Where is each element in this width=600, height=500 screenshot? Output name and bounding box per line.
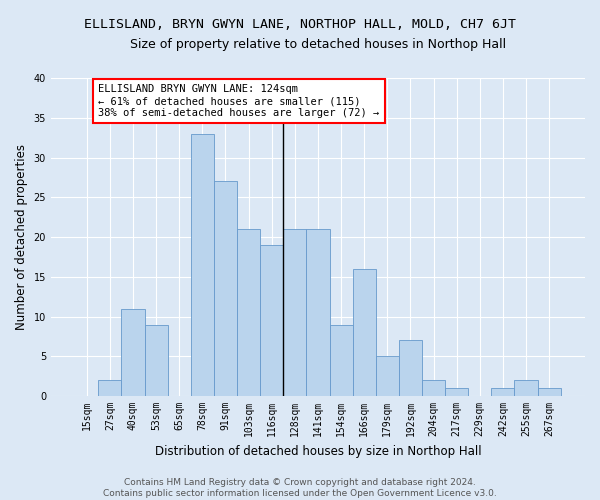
Bar	[98, 380, 121, 396]
Bar	[422, 380, 445, 396]
Bar	[445, 388, 468, 396]
Text: ELLISLAND BRYN GWYN LANE: 124sqm
← 61% of detached houses are smaller (115)
38% : ELLISLAND BRYN GWYN LANE: 124sqm ← 61% o…	[98, 84, 380, 117]
Bar	[538, 388, 561, 396]
Bar	[307, 229, 329, 396]
Bar	[399, 340, 422, 396]
Bar	[237, 229, 260, 396]
Bar	[145, 324, 167, 396]
Y-axis label: Number of detached properties: Number of detached properties	[15, 144, 28, 330]
Bar	[121, 308, 145, 396]
X-axis label: Distribution of detached houses by size in Northop Hall: Distribution of detached houses by size …	[155, 444, 481, 458]
Bar	[353, 269, 376, 396]
Bar	[376, 356, 399, 396]
Bar	[491, 388, 514, 396]
Bar	[283, 229, 307, 396]
Bar	[514, 380, 538, 396]
Bar	[260, 245, 283, 396]
Title: Size of property relative to detached houses in Northop Hall: Size of property relative to detached ho…	[130, 38, 506, 51]
Bar	[214, 182, 237, 396]
Bar	[191, 134, 214, 396]
Text: Contains HM Land Registry data © Crown copyright and database right 2024.
Contai: Contains HM Land Registry data © Crown c…	[103, 478, 497, 498]
Bar	[329, 324, 353, 396]
Text: ELLISLAND, BRYN GWYN LANE, NORTHOP HALL, MOLD, CH7 6JT: ELLISLAND, BRYN GWYN LANE, NORTHOP HALL,…	[84, 18, 516, 30]
